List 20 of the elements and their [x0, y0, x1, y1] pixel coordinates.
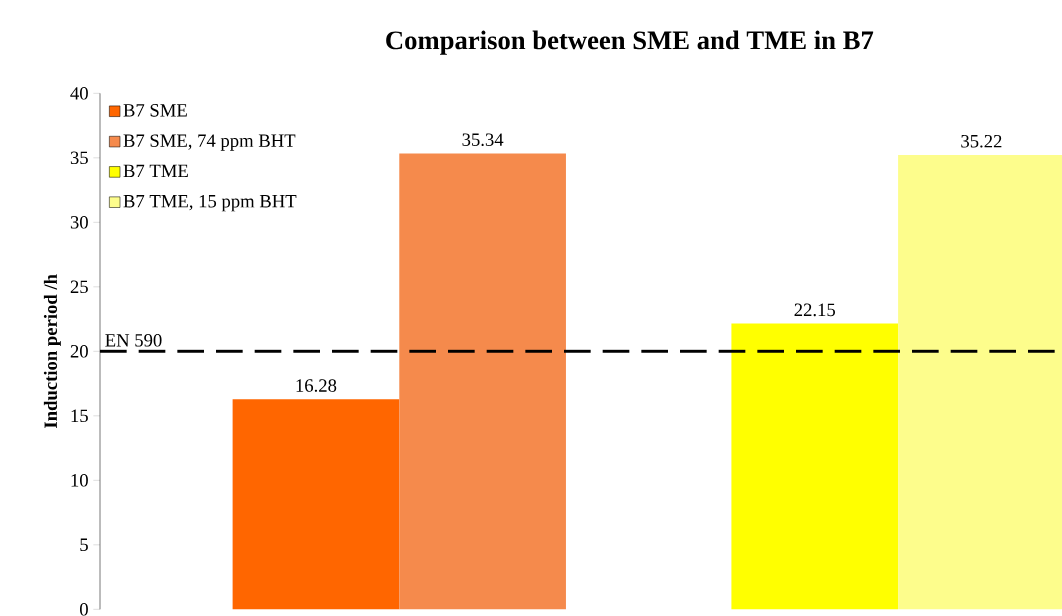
y-tick-label: 40: [70, 87, 88, 100]
chart-title: Comparison between SME and TME in B7: [386, 30, 874, 55]
data-label: 35.22: [961, 134, 1002, 148]
data-label: 16.28: [296, 379, 337, 392]
ref-line-label: EN 590: [105, 334, 162, 347]
legend-label: B7 SME, 74 ppm BHT: [123, 134, 296, 151]
y-tick-label: 20: [70, 345, 88, 358]
y-tick-label: 35: [70, 151, 88, 165]
y-tick-label: 15: [71, 409, 88, 423]
y-tick-label: 10: [71, 474, 88, 487]
data-label: 22.15: [794, 303, 836, 317]
y-tick-label: 30: [70, 216, 88, 229]
legend-label: B7 SME: [123, 104, 187, 117]
y-tick-label: 25: [70, 280, 88, 294]
data-label: 35.34: [462, 133, 504, 147]
legend-label: B7 TME: [123, 164, 188, 178]
legend-label: B7 TME, 15 ppm BHT: [123, 195, 297, 212]
y-axis-title: Induction period /h: [43, 274, 61, 428]
y-tick-label: 5: [80, 538, 88, 552]
y-tick-label: 0: [80, 603, 88, 616]
